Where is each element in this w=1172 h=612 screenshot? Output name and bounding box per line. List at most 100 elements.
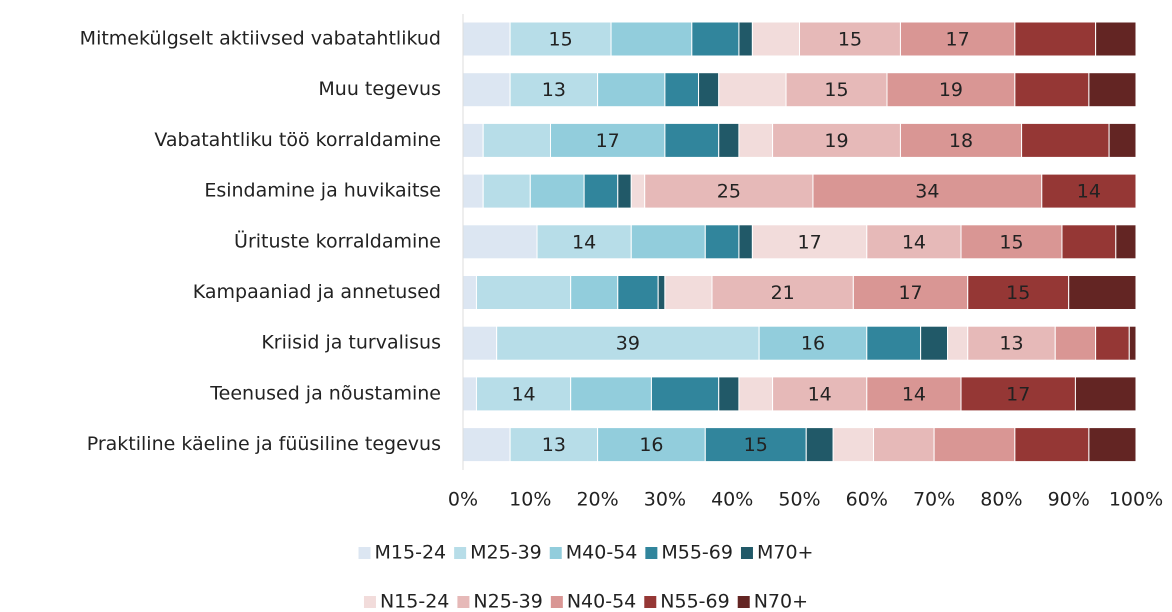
bar-segment [597,72,666,108]
bar-segment [1095,21,1137,57]
legend-label: N70+ [754,591,808,612]
bar-segment [704,427,807,463]
bar-segment [1014,21,1097,57]
bar-segment [1054,325,1097,361]
bar-segment [866,376,962,412]
bar-segment [462,122,484,158]
bar-segment [852,275,969,310]
bar-segment [1088,72,1137,108]
bar-segment [482,173,531,209]
data-label: 15 [824,79,848,101]
bar-segment [549,122,666,158]
data-label: 14 [808,383,832,405]
data-label: 14 [902,231,926,253]
x-tick-label: 40% [711,489,753,511]
legend-swatch [549,547,562,559]
bar-segment [630,224,706,260]
category-label: Mitmekülgselt aktiivsed vabatahtlikud [80,28,441,50]
data-label: 16 [639,434,663,456]
legend-swatch [457,596,470,608]
bar-segment [664,122,720,158]
legend-label: M25-39 [470,542,542,564]
bar-segment [1041,173,1137,209]
bar-segment [805,427,834,463]
bar-segment [751,21,801,57]
legend-swatch [550,596,563,608]
bar-segment [617,173,632,209]
category-label: Kriisid ja turvalisus [261,332,441,354]
bar-segment [799,21,901,57]
x-tick-label: 30% [644,489,686,511]
data-label: 13 [542,434,566,456]
bar-segment [536,224,632,260]
legend-swatch [645,547,658,559]
bar-segment [933,427,1016,463]
category-label: Kampaaniad ja annetused [193,281,441,303]
bar-segment [967,275,1070,310]
legend-swatch [454,547,467,559]
bar-segment [1014,427,1090,463]
bar-segment [462,72,511,108]
legend-swatch [363,596,376,608]
bar-segment [509,427,599,463]
data-label: 15 [1006,282,1030,304]
bar-segment [644,173,814,209]
legend-swatch [740,547,753,559]
legend-label: N55-69 [660,591,729,612]
bar-segment [698,72,720,108]
x-tick-label: 10% [509,489,551,511]
category-label: Muu tegevus [318,78,441,100]
data-label: 19 [824,130,848,152]
bar-segment [1108,122,1137,158]
bar-segment [960,224,1063,260]
data-label: 15 [838,29,862,51]
data-label: 17 [946,29,970,51]
x-tick-label: 80% [980,489,1022,511]
bar-segment [967,325,1056,361]
data-label: 25 [717,181,741,203]
legend-label: M55-69 [661,542,733,564]
legend-label: M40-54 [566,542,638,564]
bar-segment [873,427,935,463]
data-label: 17 [898,282,922,304]
legend-label: M70+ [757,542,814,564]
bar-segment [462,224,538,260]
bar-segment [583,173,619,209]
bar-segment [1115,224,1137,260]
category-label: Vabatahtliku töö korraldamine [154,129,441,151]
bar-segment [657,275,666,310]
bar-segment [758,325,868,361]
bar-segment [630,173,646,209]
bar-segment [1095,325,1130,361]
category-label: Ürituste korraldamine [234,229,441,252]
bar-segment [1074,376,1137,412]
bar-segment [1088,427,1137,463]
bar-segment [617,275,659,310]
data-label: 13 [542,79,566,101]
bar-segment [1068,275,1137,310]
bar-segment [664,275,713,310]
bar-segment [738,21,753,57]
bar-segment [462,325,498,361]
bar-segment [866,325,922,361]
bar-segment [664,72,700,108]
bar-segment [738,122,774,158]
data-label: 18 [949,130,973,152]
bar-segment [1128,325,1137,361]
category-label: Teenused ja nõustamine [209,382,441,404]
bar-segment [462,21,511,57]
bar-segment [718,72,787,108]
category-label: Praktiline käeline ja füüsiline tegevus [87,433,441,455]
data-label: 15 [744,434,768,456]
bar-segment [832,427,875,463]
x-tick-label: 70% [913,489,955,511]
bar-segment [482,122,551,158]
data-label: 14 [511,383,535,405]
bar-segment [899,122,1023,158]
data-label: 15 [999,231,1023,253]
bar-segment [650,376,720,412]
bar-segment [920,325,949,361]
bar-segment [785,72,888,108]
bar-segment [475,376,572,412]
